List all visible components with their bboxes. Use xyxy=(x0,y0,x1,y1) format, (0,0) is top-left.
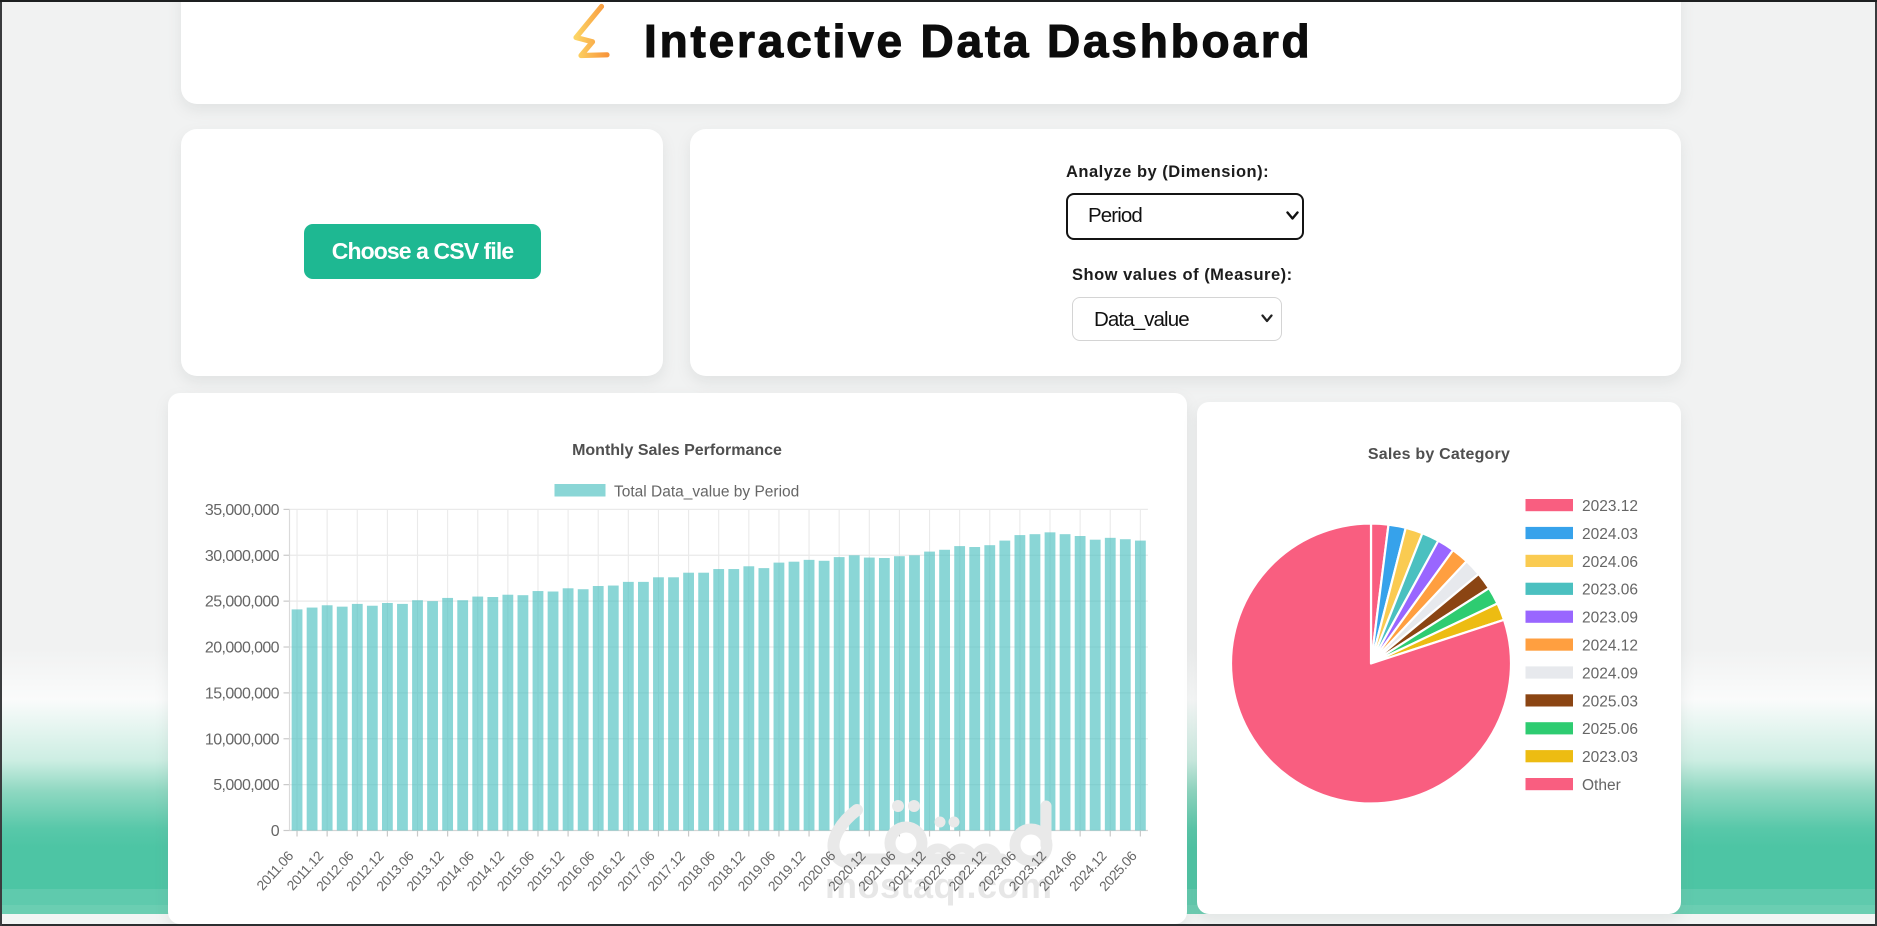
svg-text:0: 0 xyxy=(271,823,280,840)
svg-text:Other: Other xyxy=(1582,777,1621,794)
svg-text:2023.03: 2023.03 xyxy=(1582,749,1638,766)
svg-text:2024.12: 2024.12 xyxy=(1582,638,1638,655)
svg-text:Total Data_value by Period: Total Data_value by Period xyxy=(614,484,799,501)
svg-text:15,000,000: 15,000,000 xyxy=(205,685,280,702)
svg-text:mostaql.com: mostaql.com xyxy=(825,865,1053,906)
svg-text:30,000,000: 30,000,000 xyxy=(205,548,280,565)
svg-text:2023.09: 2023.09 xyxy=(1582,610,1638,627)
svg-text:Monthly Sales Performance: Monthly Sales Performance xyxy=(572,442,782,459)
svg-text:2023.06: 2023.06 xyxy=(1582,582,1638,599)
svg-text:2023.12: 2023.12 xyxy=(1582,498,1638,515)
svg-text:2024.06: 2024.06 xyxy=(1582,554,1638,571)
svg-text:10,000,000: 10,000,000 xyxy=(205,731,280,748)
svg-text:2024.03: 2024.03 xyxy=(1582,526,1638,543)
svg-text:25,000,000: 25,000,000 xyxy=(205,594,280,611)
svg-text:Sales by Category: Sales by Category xyxy=(1368,446,1510,463)
svg-text:5,000,000: 5,000,000 xyxy=(213,777,279,794)
svg-text:2025.06: 2025.06 xyxy=(1582,721,1638,738)
svg-text:2025.03: 2025.03 xyxy=(1582,693,1638,710)
svg-text:35,000,000: 35,000,000 xyxy=(205,502,280,519)
svg-text:2024.09: 2024.09 xyxy=(1582,665,1638,682)
svg-text:20,000,000: 20,000,000 xyxy=(205,640,280,657)
